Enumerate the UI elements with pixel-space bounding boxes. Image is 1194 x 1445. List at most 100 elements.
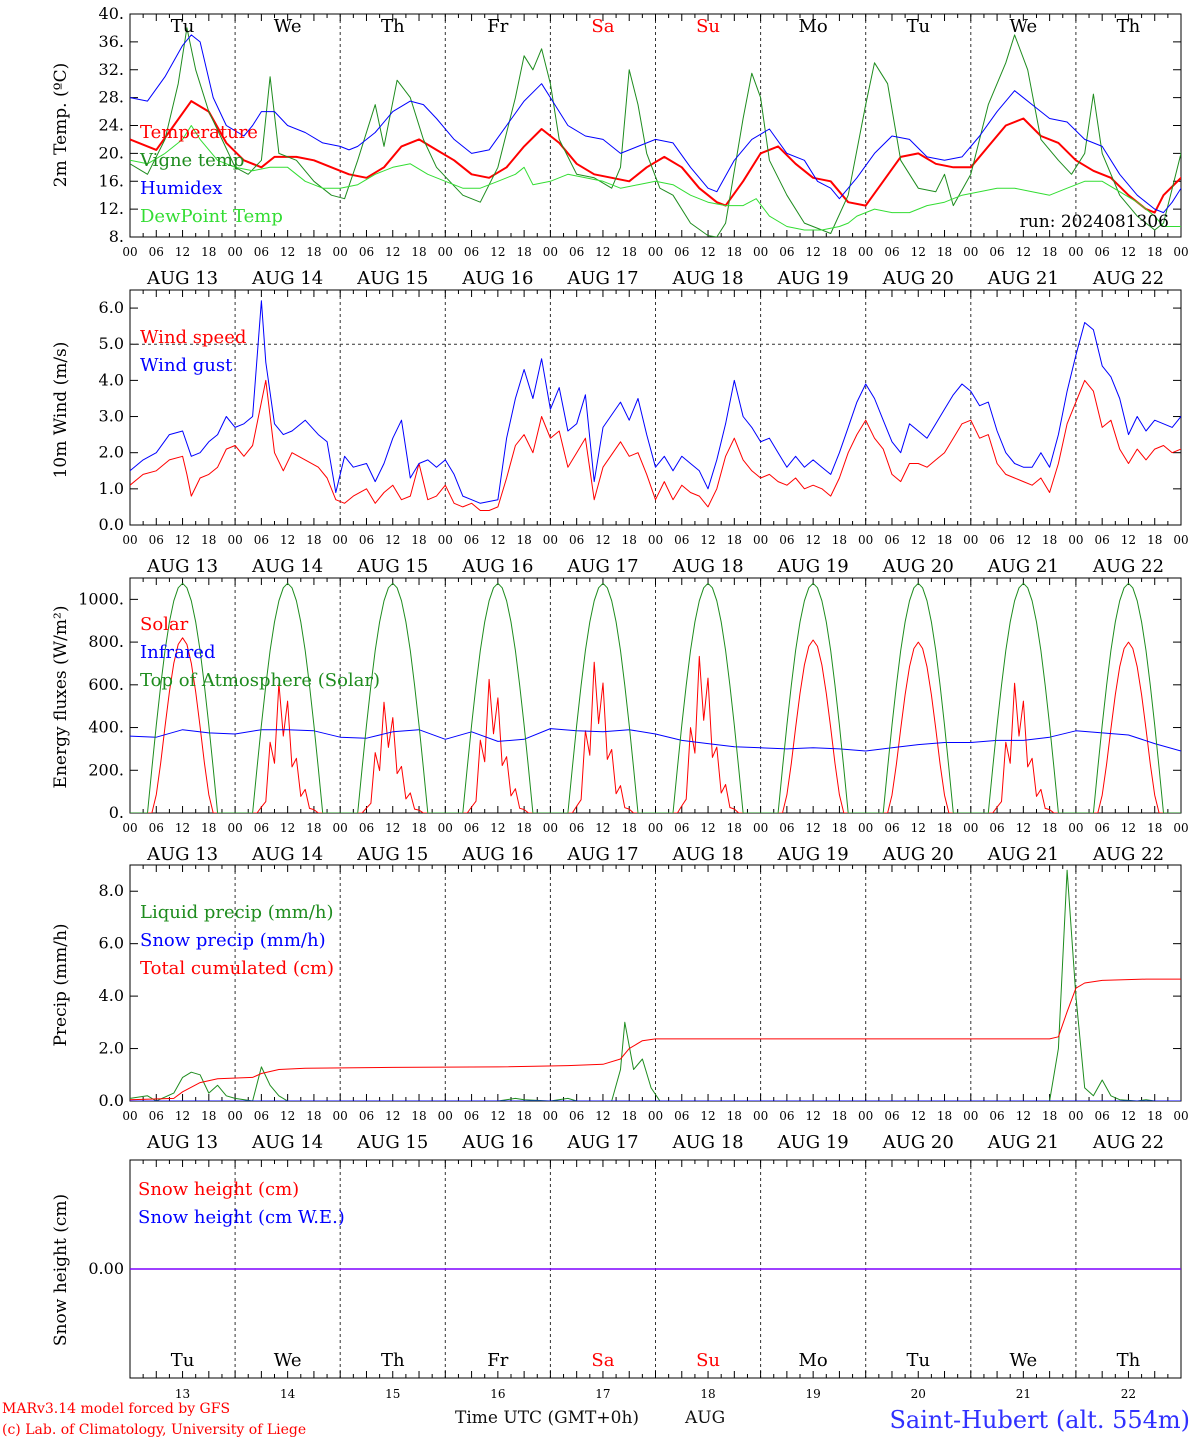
series-line-vigne-temp xyxy=(130,27,1181,237)
series-group xyxy=(130,582,1181,813)
hour-tick-label: 12 xyxy=(595,1109,610,1123)
y-axis-label: Precip (mm/h) xyxy=(51,923,71,1046)
hour-tick-label: 06 xyxy=(674,533,689,547)
hour-tick-label: 12 xyxy=(911,1109,926,1123)
hour-tick-label: 06 xyxy=(359,533,374,547)
hour-tick-label: 18 xyxy=(622,245,637,259)
hour-tick-label: 00 xyxy=(333,533,348,547)
date-label: AUG 21 xyxy=(987,556,1059,577)
hour-tick-label: 12 xyxy=(1121,1109,1136,1123)
weekday-label: Fr xyxy=(487,16,508,37)
series-line-dewpoint-temp xyxy=(130,125,1181,231)
hour-tick-label: 00 xyxy=(753,821,768,835)
date-label: AUG 18 xyxy=(671,844,743,865)
weekday-label: We xyxy=(274,16,302,37)
weekday-label: Tu xyxy=(906,16,930,37)
date-label: AUG 18 xyxy=(671,268,743,289)
hour-tick-label: 12 xyxy=(806,533,821,547)
hour-tick-label: 12 xyxy=(175,1109,190,1123)
weekday-label: Tu xyxy=(171,1350,195,1371)
hour-tick-label: 18 xyxy=(1147,245,1162,259)
date-label: AUG 16 xyxy=(461,268,533,289)
date-label: AUG 22 xyxy=(1092,844,1164,865)
panel-precip: 0.0 2.0 4.0 6.0 8.0 Precip (mm/h) Liquid preci… xyxy=(51,864,1189,1153)
hour-tick-label: 18 xyxy=(832,1109,847,1123)
date-label: AUG 18 xyxy=(671,1132,743,1153)
panel-snow: 0.00 Snow height (cm) Snow height (cm) Snow… xyxy=(51,1159,1182,1401)
hour-tick-label: 00 xyxy=(333,245,348,259)
hour-tick-label: 12 xyxy=(490,533,505,547)
date-label: AUG 19 xyxy=(777,556,849,577)
hour-tick-label: 12 xyxy=(280,533,295,547)
hour-tick-label: 18 xyxy=(622,821,637,835)
weekday-label: Th xyxy=(381,16,405,37)
hour-tick-label: 18 xyxy=(832,533,847,547)
hour-tick-label: 12 xyxy=(1016,245,1031,259)
legend-entry: Humidex xyxy=(140,178,222,199)
footer: MARv3.14 model forced by GFS (c) Lab. of… xyxy=(2,1401,1190,1438)
y-tick-label: 24. xyxy=(99,116,124,135)
y-tick-label: 600. xyxy=(88,675,124,694)
hour-tick-label: 12 xyxy=(700,821,715,835)
hour-tick-label: 00 xyxy=(227,821,242,835)
hour-tick-label: 00 xyxy=(227,245,242,259)
hour-tick-label: 06 xyxy=(464,821,479,835)
weekday-label: Th xyxy=(1117,1350,1141,1371)
hour-tick-label: 12 xyxy=(700,1109,715,1123)
hour-tick-label: 18 xyxy=(1147,533,1162,547)
legend-entry: Wind gust xyxy=(140,355,233,376)
hour-tick-label: 18 xyxy=(937,245,952,259)
y-tick-label: 16. xyxy=(99,171,124,190)
date-label: AUG 14 xyxy=(251,1132,323,1153)
panel-wind: 0.0 1.0 2.0 3.0 4.0 5.0 6.0 10m Wind (m/s) Wind … xyxy=(51,289,1189,577)
hour-tick-label: 00 xyxy=(648,533,663,547)
date-label: AUG 22 xyxy=(1092,1132,1164,1153)
date-label: AUG 20 xyxy=(882,1132,954,1153)
y-axis-label: Energy fluxes (W/m²) xyxy=(51,606,71,789)
hour-tick-label: 06 xyxy=(359,821,374,835)
series-line-infrared xyxy=(130,728,1181,752)
hour-tick-label: 00 xyxy=(122,1109,137,1123)
series-line-solar xyxy=(130,637,1181,813)
legend-entry: Wind speed xyxy=(140,327,246,348)
hour-tick-label: 00 xyxy=(438,1109,453,1123)
hour-tick-label: 12 xyxy=(490,1109,505,1123)
series-group xyxy=(130,869,1181,1101)
hour-tick-label: 18 xyxy=(727,821,742,835)
date-label: AUG 21 xyxy=(987,1132,1059,1153)
hour-tick-label: 00 xyxy=(438,533,453,547)
hour-tick-label: 06 xyxy=(254,1109,269,1123)
y-tick-label: 3.0 xyxy=(99,407,124,426)
y-tick-label: 32. xyxy=(99,60,124,79)
hour-tick-label: 00 xyxy=(648,821,663,835)
weekday-label: Mo xyxy=(799,16,828,37)
hour-tick-label: 18 xyxy=(832,245,847,259)
date-label: AUG 22 xyxy=(1092,268,1164,289)
hour-tick-label: 00 xyxy=(438,821,453,835)
hour-tick-label: 18 xyxy=(1147,1109,1162,1123)
hour-tick-label: 00 xyxy=(963,533,978,547)
hour-tick-label: 18 xyxy=(727,245,742,259)
hour-tick-label: 12 xyxy=(280,821,295,835)
hour-tick-label: 18 xyxy=(306,533,321,547)
hour-tick-label: 06 xyxy=(989,821,1004,835)
hour-tick-label: 12 xyxy=(911,533,926,547)
footer-month-label: AUG xyxy=(684,1408,725,1428)
hour-tick-label: 12 xyxy=(280,1109,295,1123)
date-label: AUG 20 xyxy=(882,556,954,577)
hour-tick-label: 00 xyxy=(1068,533,1083,547)
hour-tick-label: 06 xyxy=(674,821,689,835)
y-tick-label: 2.0 xyxy=(99,1039,124,1058)
day-number-label: 20 xyxy=(911,1387,926,1401)
hour-tick-label: 00 xyxy=(963,245,978,259)
hour-tick-label: 00 xyxy=(1068,821,1083,835)
y-tick-label: 0.00 xyxy=(88,1259,124,1278)
series-line-total-cumulated-cm- xyxy=(130,978,1181,1101)
hour-tick-label: 18 xyxy=(1042,1109,1057,1123)
hour-tick-label: 12 xyxy=(595,245,610,259)
legend-entry: Snow height (cm) xyxy=(138,1179,299,1200)
y-tick-label: 36. xyxy=(99,32,124,51)
hour-tick-label: 12 xyxy=(175,245,190,259)
hour-tick-label: 18 xyxy=(411,245,426,259)
hour-tick-label: 12 xyxy=(911,821,926,835)
